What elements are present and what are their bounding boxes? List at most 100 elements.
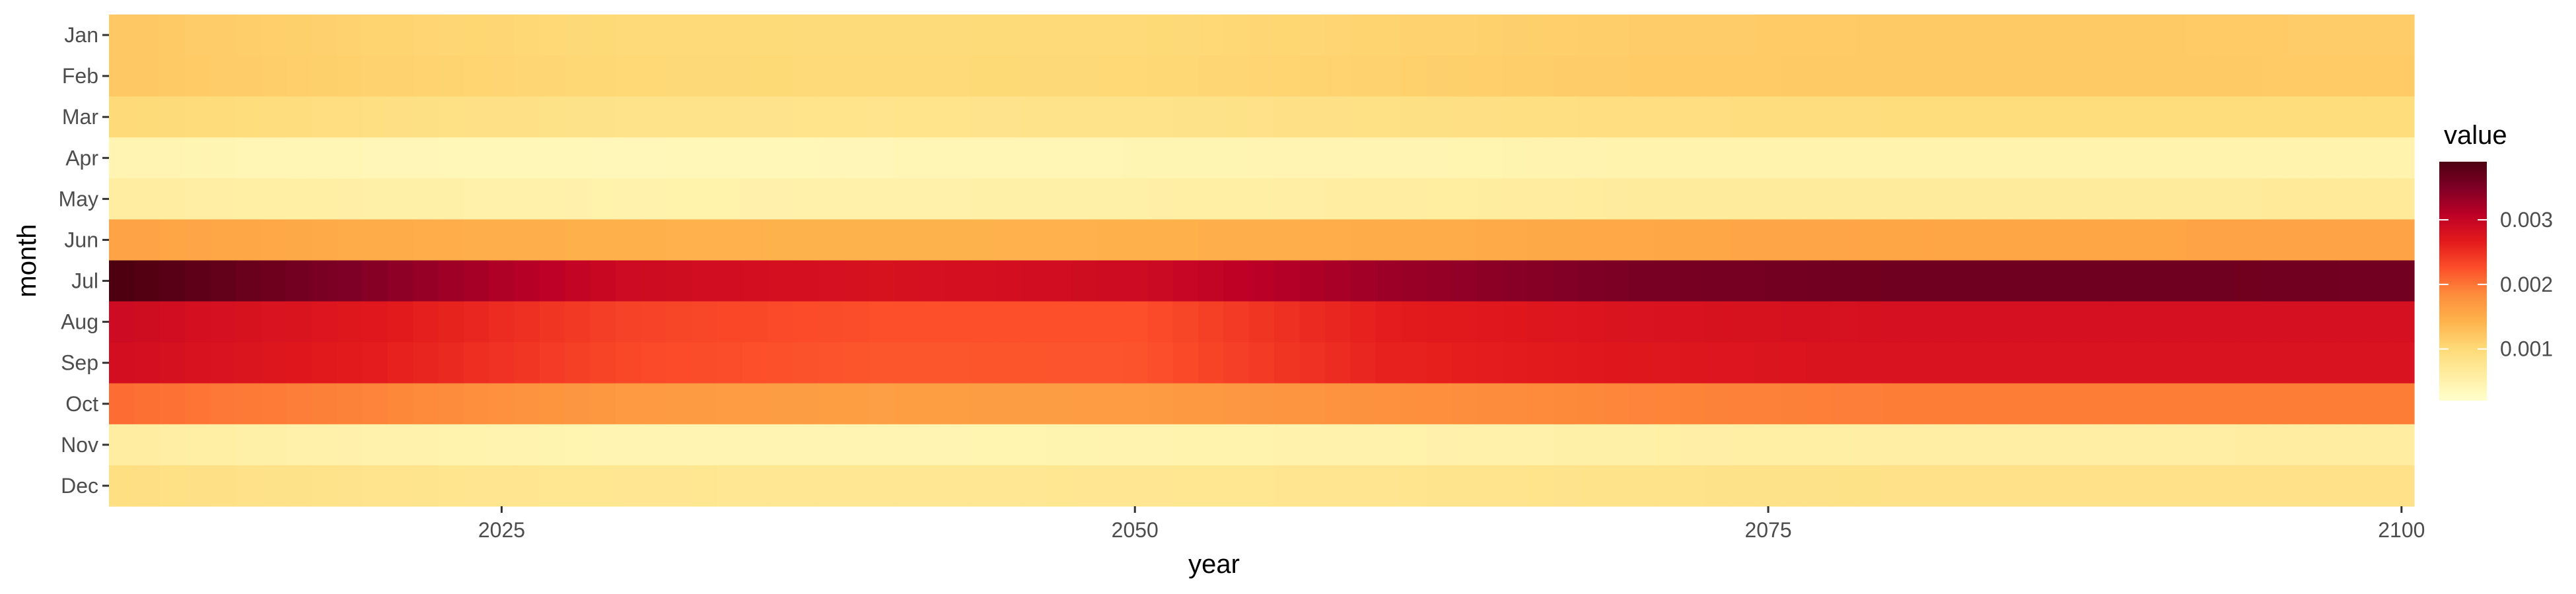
heatmap-cell-mar-2077 [1806,96,1832,138]
heatmap-cell-apr-2097 [2312,137,2339,179]
heatmap-cell-oct-2068 [1578,383,1604,425]
heatmap-cell-dec-2099 [2363,465,2390,507]
heatmap-cell-sep-2022 [413,342,439,384]
heatmap-cell-feb-2090 [2135,55,2162,97]
heatmap-cell-feb-2020 [362,55,388,97]
heatmap-cell-aug-2059 [1350,301,1377,343]
heatmap-cell-mar-2074 [1730,96,1756,138]
heatmap-cell-feb-2056 [1274,55,1301,97]
heatmap-cell-jul-2089 [2110,260,2136,302]
heatmap-cell-nov-2038 [818,424,844,466]
heatmap-cells [109,15,2415,507]
heatmap-cell-may-2079 [1857,178,1883,220]
heatmap-cell-oct-2047 [1046,383,1072,425]
heatmap-cell-dec-2068 [1578,465,1604,507]
heatmap-cell-nov-2066 [1527,424,1554,466]
heatmap-cell-jan-2100 [2388,15,2415,56]
heatmap-cell-jul-2073 [1705,260,1731,302]
heatmap-cell-feb-2052 [1172,55,1199,97]
heatmap-cell-jan-2011 [134,15,161,56]
heatmap-cell-apr-2073 [1705,137,1731,179]
heatmap-cell-sep-2099 [2363,342,2390,384]
heatmap-cell-nov-2060 [1375,424,1402,466]
heatmap-cell-may-2081 [1907,178,1933,220]
heatmap-cell-jun-2095 [2262,219,2288,261]
heatmap-cell-jan-2031 [641,15,667,56]
heatmap-cell-apr-2100 [2388,137,2415,179]
heatmap-cell-feb-2050 [1122,55,1149,97]
heatmap-cell-jan-2020 [362,15,388,56]
heatmap-cell-apr-2047 [1046,137,1072,179]
heatmap-cell-sep-2013 [185,342,211,384]
heatmap-cell-may-2050 [1122,178,1149,220]
heatmap-cell-dec-2073 [1705,465,1731,507]
heatmap-cell-jan-2035 [742,15,768,56]
heatmap-cell-nov-2086 [2034,424,2060,466]
heatmap-cell-jun-2023 [438,219,464,261]
heatmap-cell-feb-2060 [1375,55,1402,97]
heatmap-cell-apr-2080 [1882,137,1908,179]
heatmap-cell-sep-2089 [2110,342,2136,384]
heatmap-cell-jul-2025 [489,260,515,302]
heatmap-cell-jan-2076 [1781,15,1807,56]
heatmap-cell-apr-2082 [1933,137,1959,179]
heatmap-cell-mar-2072 [1679,96,1705,138]
heatmap-cell-aug-2092 [2186,301,2212,343]
heatmap-cell-jan-2079 [1857,15,1883,56]
heatmap-cell-aug-2032 [666,301,692,343]
heatmap-cell-may-2034 [717,178,743,220]
heatmap-cell-mar-2010 [109,96,135,138]
heatmap-cell-dec-2032 [666,465,692,507]
heatmap-cell-mar-2031 [641,96,667,138]
heatmap-cell-aug-2085 [2009,301,2035,343]
heatmap-cell-sep-2036 [768,342,794,384]
heatmap-cell-jul-2079 [1857,260,1883,302]
heatmap-cell-jan-2099 [2363,15,2390,56]
heatmap-cell-oct-2090 [2135,383,2162,425]
heatmap-cell-jul-2017 [286,260,312,302]
heatmap-cell-dec-2021 [387,465,413,507]
heatmap-cell-mar-2096 [2287,96,2314,138]
heatmap-cell-mar-2100 [2388,96,2415,138]
heatmap-cell-oct-2044 [970,383,996,425]
heatmap-cell-jul-2024 [463,260,489,302]
heatmap-cell-jan-2014 [210,15,236,56]
heatmap-cell-apr-2051 [1147,137,1174,179]
x-tick-label-2100: 2100 [2378,518,2425,542]
heatmap-cell-feb-2018 [311,55,338,97]
heatmap-cell-may-2085 [2009,178,2035,220]
heatmap-cell-jun-2026 [514,219,540,261]
heatmap-cell-dec-2050 [1122,465,1149,507]
heatmap-cell-mar-2014 [210,96,236,138]
heatmap-cell-sep-2039 [843,342,870,384]
heatmap-cell-jul-2036 [768,260,794,302]
heatmap-cell-nov-2097 [2312,424,2339,466]
heatmap-cell-mar-2057 [1299,96,1326,138]
heatmap-cell-jan-2044 [970,15,996,56]
heatmap-cell-jun-2091 [2161,219,2187,261]
heatmap-cell-aug-2096 [2287,301,2314,343]
heatmap-cell-nov-2065 [1502,424,1528,466]
heatmap-cell-jan-2012 [159,15,186,56]
heatmap-cell-sep-2087 [2059,342,2086,384]
heatmap-cell-apr-2045 [995,137,1022,179]
heatmap-cell-sep-2076 [1781,342,1807,384]
heatmap-cell-apr-2062 [1426,137,1452,179]
heatmap-cell-may-2037 [793,178,819,220]
heatmap-cell-mar-2020 [362,96,388,138]
heatmap-cell-sep-2073 [1705,342,1731,384]
heatmap-cell-jul-2085 [2009,260,2035,302]
heatmap-cell-jan-2021 [387,15,413,56]
heatmap-cell-sep-2051 [1147,342,1174,384]
heatmap-cell-jan-2017 [286,15,312,56]
heatmap-cell-jul-2096 [2287,260,2314,302]
heatmap-cell-may-2087 [2059,178,2086,220]
heatmap-cell-dec-2094 [2236,465,2263,507]
heatmap-cell-may-2075 [1755,178,1781,220]
heatmap-cell-aug-2077 [1806,301,1832,343]
heatmap-cell-mar-2061 [1400,96,1427,138]
heatmap-cell-dec-2013 [185,465,211,507]
heatmap-cell-aug-2074 [1730,301,1756,343]
heatmap-cell-nov-2084 [1984,424,2009,466]
heatmap-cell-oct-2089 [2110,383,2136,425]
